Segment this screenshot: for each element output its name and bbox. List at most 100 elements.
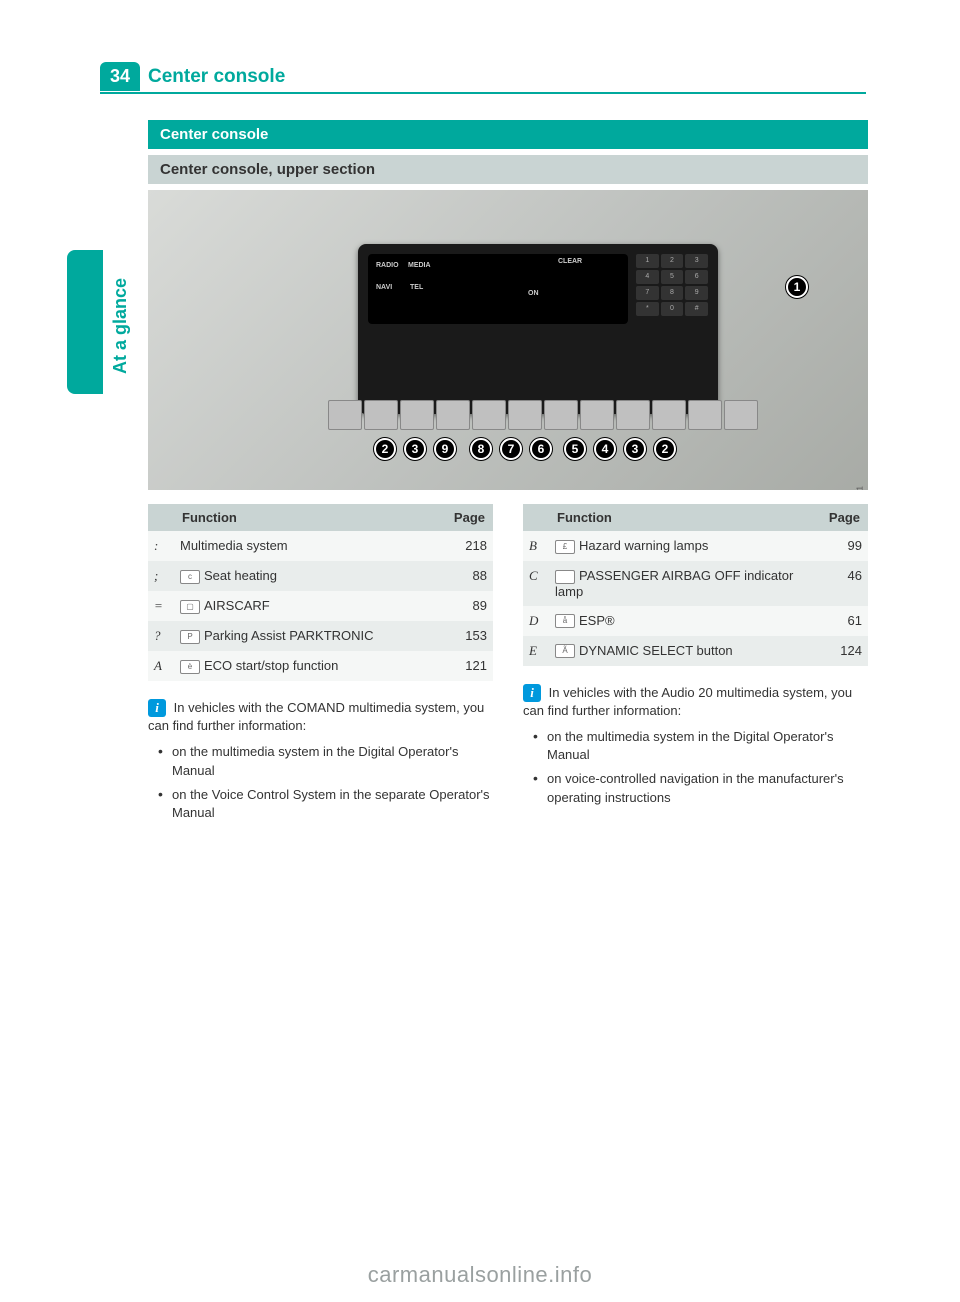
keypad-key: 1: [636, 254, 659, 268]
airscarf-icon: ▢: [180, 600, 200, 614]
row-index: ;: [148, 561, 174, 591]
row-page: 121: [446, 651, 493, 681]
row-text: PASSENGER AIRBAG OFF indicator lamp: [549, 561, 821, 606]
parktronic-icon: P: [180, 630, 200, 644]
center-console-figure: RADIO MEDIA NAVI TEL CLEAR ON 1 2 3 4 5 …: [148, 190, 868, 490]
table-row: C PASSENGER AIRBAG OFF indicator lamp 46: [523, 561, 868, 606]
row-index: E: [523, 636, 549, 666]
dynamic-select-icon: Ã: [555, 644, 575, 658]
callout-row-4: 7: [500, 438, 522, 460]
row-page: 218: [446, 531, 493, 561]
row-text: åESP®: [549, 606, 821, 636]
table-row: = ▢AIRSCARF 89: [148, 591, 493, 621]
notes-left: i In vehicles with the COMAND multimedia…: [148, 699, 493, 822]
row-index: ?: [148, 621, 174, 651]
row-page: 124: [821, 636, 868, 666]
console-unit: RADIO MEDIA NAVI TEL CLEAR ON 1 2 3 4 5 …: [358, 244, 718, 414]
page-number-tab: 34: [100, 62, 140, 91]
function-table-left: Function Page : Multimedia system 218 ; …: [148, 504, 493, 828]
side-tab: [67, 250, 103, 394]
table-row: B £Hazard warning lamps 99: [523, 531, 868, 561]
table-head-blank: [148, 504, 174, 531]
figure-watermark: P68.20-4937-31: [855, 486, 864, 490]
console-button-row: [328, 400, 758, 430]
info-icon: i: [523, 684, 541, 702]
keypad-key: #: [685, 302, 708, 316]
callout-row-1: 3: [404, 438, 426, 460]
row-page: 88: [446, 561, 493, 591]
callout-1: 1: [786, 276, 808, 298]
row-page: 153: [446, 621, 493, 651]
notes-left-intro: In vehicles with the COMAND multimedia s…: [148, 700, 484, 733]
callout-row-5: 6: [530, 438, 552, 460]
row-page: 99: [821, 531, 868, 561]
row-index: B: [523, 531, 549, 561]
keypad-key: 5: [661, 270, 684, 284]
row-text: ÃDYNAMIC SELECT button: [549, 636, 821, 666]
row-page: 89: [446, 591, 493, 621]
list-item: on the Voice Control System in the separ…: [158, 786, 493, 822]
table-head-function: Function: [549, 504, 821, 531]
keypad-key: 2: [661, 254, 684, 268]
row-text: PParking Assist PARKTRONIC: [174, 621, 446, 651]
row-page: 61: [821, 606, 868, 636]
console-screen: [368, 254, 628, 324]
table-head-page: Page: [446, 504, 493, 531]
section-heading-primary: Center console: [148, 120, 868, 149]
console-label-clear: CLEAR: [558, 258, 582, 265]
eco-icon: è: [180, 660, 200, 674]
callout-row-7: 4: [594, 438, 616, 460]
seat-heating-icon: c: [180, 570, 200, 584]
console-label-on: ON: [528, 290, 539, 297]
keypad-key: 8: [661, 286, 684, 300]
function-tables: Function Page : Multimedia system 218 ; …: [148, 504, 868, 828]
row-text: cSeat heating: [174, 561, 446, 591]
console-label-media: MEDIA: [408, 262, 431, 269]
table-row: : Multimedia system 218: [148, 531, 493, 561]
table-head-function: Function: [174, 504, 446, 531]
page-title: Center console: [148, 66, 285, 88]
row-index: :: [148, 531, 174, 561]
function-table-right: Function Page B £Hazard warning lamps 99…: [523, 504, 868, 828]
callout-row-2: 9: [434, 438, 456, 460]
footer-watermark: carmanualsonline.info: [0, 1262, 960, 1288]
keypad-key: 7: [636, 286, 659, 300]
content-area: Center console Center console, upper sec…: [148, 120, 868, 828]
side-tab-label: At a glance: [110, 234, 131, 374]
keypad-key: *: [636, 302, 659, 316]
console-label-radio: RADIO: [376, 262, 399, 269]
console-label-tel: TEL: [410, 284, 423, 291]
callout-row-9: 2: [654, 438, 676, 460]
list-item: on the multimedia system in the Digital …: [158, 743, 493, 779]
table-row: ; cSeat heating 88: [148, 561, 493, 591]
notes-right-intro: In vehicles with the Audio 20 multimedia…: [523, 685, 852, 718]
table-row: E ÃDYNAMIC SELECT button 124: [523, 636, 868, 666]
keypad-key: 6: [685, 270, 708, 284]
row-text: Multimedia system: [174, 531, 446, 561]
esp-icon: å: [555, 614, 575, 628]
row-text: ▢AIRSCARF: [174, 591, 446, 621]
callout-row-8: 3: [624, 438, 646, 460]
keypad-key: 3: [685, 254, 708, 268]
row-index: A: [148, 651, 174, 681]
callout-row-3: 8: [470, 438, 492, 460]
airbag-off-icon: [555, 570, 575, 584]
hazard-icon: £: [555, 540, 575, 554]
row-index: =: [148, 591, 174, 621]
row-text: èECO start/stop function: [174, 651, 446, 681]
table-head-blank: [523, 504, 549, 531]
list-item: on voice-controlled navigation in the ma…: [533, 770, 868, 806]
table-row: D åESP® 61: [523, 606, 868, 636]
console-keypad: 1 2 3 4 5 6 7 8 9 * 0 #: [636, 254, 708, 316]
callout-row-6: 5: [564, 438, 586, 460]
row-page: 46: [821, 561, 868, 606]
row-index: C: [523, 561, 549, 606]
console-label-navi: NAVI: [376, 284, 392, 291]
section-heading-secondary: Center console, upper section: [148, 155, 868, 184]
row-index: D: [523, 606, 549, 636]
table-row: A èECO start/stop function 121: [148, 651, 493, 681]
table-head-page: Page: [821, 504, 868, 531]
keypad-key: 0: [661, 302, 684, 316]
notes-right: i In vehicles with the Audio 20 multimed…: [523, 684, 868, 807]
keypad-key: 9: [685, 286, 708, 300]
